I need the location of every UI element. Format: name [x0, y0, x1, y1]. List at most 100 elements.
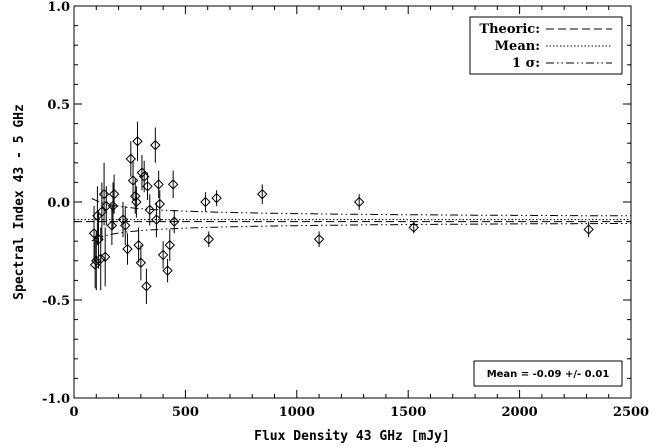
diamond-marker [117, 214, 129, 225]
data-point [95, 227, 106, 291]
x-tick-label: 500 [172, 405, 199, 420]
data-point [153, 170, 164, 199]
data-point [150, 127, 161, 163]
data-point [130, 178, 141, 214]
diamond-marker [98, 188, 110, 200]
legend-label-theoric: Theoric: [479, 22, 540, 37]
diamond-marker [91, 255, 102, 267]
diamond-marker [162, 265, 173, 276]
diamond-marker [99, 251, 111, 263]
diamond-marker [95, 253, 106, 265]
data-point [313, 231, 325, 248]
y-tick-labels: -1.0 -0.5 0.0 0.5 1.0 [42, 0, 70, 407]
sigma-lower-curve [91, 222, 631, 242]
data-point [157, 241, 169, 269]
data-point [99, 227, 111, 287]
diamond-marker [96, 206, 108, 218]
data-point [408, 221, 419, 234]
data-point [131, 186, 142, 218]
diamond-marker [132, 136, 143, 147]
data-point [169, 209, 180, 234]
diamond-marker [127, 175, 139, 186]
diamond-marker [313, 234, 325, 245]
data-point [164, 229, 176, 261]
diamond-marker [131, 196, 142, 208]
data-point [135, 245, 147, 281]
diamond-marker [167, 179, 179, 190]
axis-ticks [73, 5, 632, 399]
diamond-marker [153, 179, 164, 190]
x-tick-label: 2500 [613, 405, 649, 420]
diamond-marker [583, 224, 594, 235]
legend-label-mean: Mean: [495, 39, 540, 54]
diamond-marker [130, 190, 141, 202]
data-points [88, 121, 594, 304]
data-point [151, 202, 162, 238]
diamond-marker [136, 167, 148, 178]
data-point [133, 227, 144, 263]
annotation-text: Mean = -0.09 +/- 0.01 [487, 369, 610, 380]
sigma-upper-curve [91, 197, 631, 217]
x-tick-label: 1000 [279, 405, 315, 420]
data-point [154, 190, 165, 218]
y-tick-label: 0.5 [47, 98, 70, 113]
diamond-marker [157, 249, 169, 261]
data-point [98, 162, 110, 226]
annotation-box [473, 360, 623, 387]
data-point [120, 205, 131, 246]
legend-box [469, 16, 623, 75]
data-point [203, 231, 215, 248]
reference-lines [74, 197, 631, 242]
diamond-marker [203, 234, 215, 245]
y-tick-label: 0.0 [47, 196, 70, 211]
data-point [211, 190, 222, 206]
data-point [167, 170, 179, 199]
data-point [257, 184, 268, 204]
diamond-marker [164, 239, 176, 251]
diamond-marker [257, 188, 268, 200]
y-tick-label: -1.0 [42, 392, 70, 407]
mean-annotation: Mean = -0.09 +/- 0.01 [473, 360, 623, 387]
data-point [162, 258, 173, 283]
data-point [125, 141, 137, 177]
diamond-marker [106, 220, 118, 231]
y-tick-label: 1.0 [47, 0, 70, 15]
diamond-marker [120, 220, 131, 231]
data-point [141, 268, 152, 304]
data-point [583, 221, 594, 238]
data-point [200, 192, 211, 212]
x-tick-label: 1500 [390, 405, 426, 420]
x-axis-title: Flux Density 43 GHz [mJy] [254, 429, 450, 444]
diamond-marker [169, 216, 180, 227]
diamond-marker [107, 200, 119, 212]
diamond-marker [144, 204, 155, 216]
y-tick-label: -0.5 [42, 294, 70, 309]
data-point [144, 194, 155, 226]
x-tick-label: 0 [69, 405, 78, 420]
data-point [122, 233, 133, 265]
data-point [142, 172, 153, 201]
data-point [353, 194, 365, 210]
diamond-marker [150, 139, 161, 151]
legend: Theoric: Mean: 1 σ: [469, 16, 623, 75]
data-point [117, 202, 129, 238]
x-tick-label: 2000 [502, 405, 538, 420]
diamond-marker [135, 257, 147, 268]
data-point [106, 205, 118, 246]
diamond-marker [154, 198, 165, 210]
data-point [132, 121, 143, 161]
diamond-marker [408, 222, 419, 233]
diamond-marker [211, 192, 222, 204]
data-point [108, 174, 120, 214]
diamond-marker [151, 214, 162, 225]
diamond-marker [108, 188, 120, 200]
x-tick-labels: 0 500 1000 1500 2000 2500 [69, 405, 649, 420]
y-axis-title: Spectral Index 43 - 5 GHz [12, 104, 27, 300]
diamond-marker [200, 196, 211, 208]
diamond-marker [125, 153, 137, 165]
diamond-marker [141, 281, 152, 292]
diamond-marker [133, 239, 144, 251]
diamond-marker [353, 196, 365, 208]
data-point [136, 154, 148, 191]
